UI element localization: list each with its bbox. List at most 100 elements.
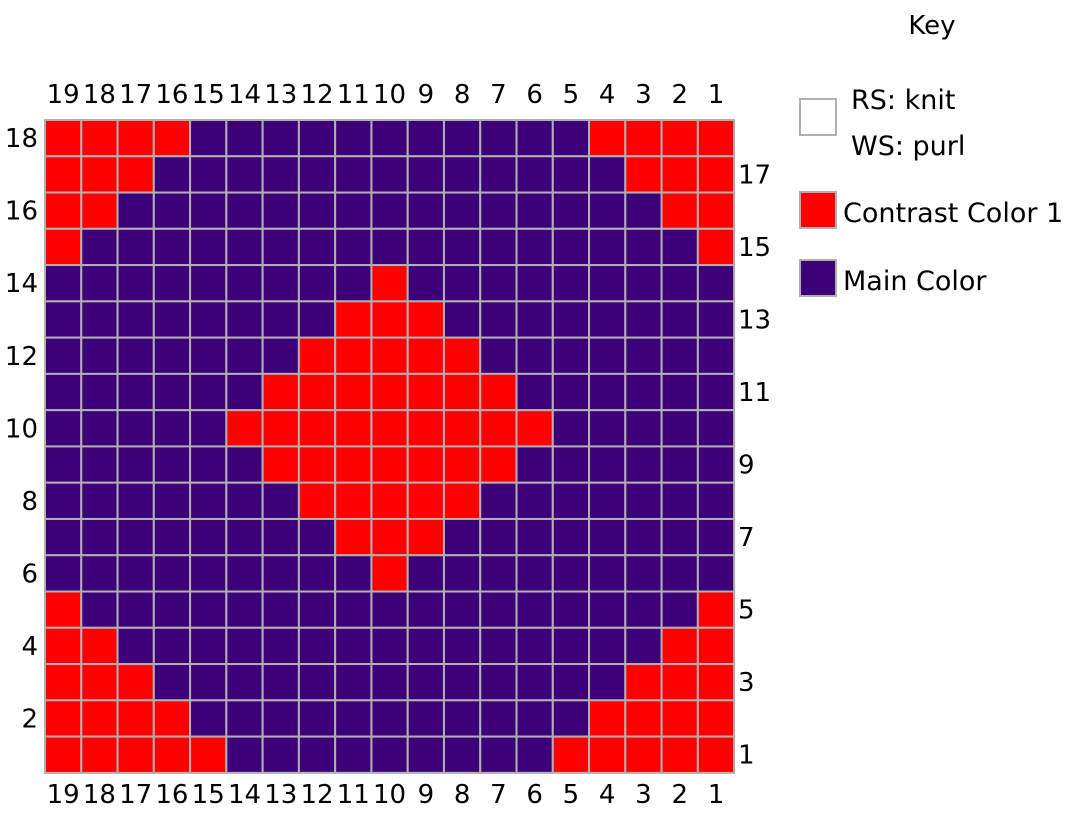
stitch-cell	[116, 119, 155, 158]
stitch-cell	[406, 119, 445, 158]
chart-grid	[44, 119, 736, 774]
stitch-cell	[406, 445, 445, 484]
stitch-cell	[515, 517, 554, 557]
stitch-cell	[261, 336, 300, 375]
stitch-cell	[370, 590, 409, 629]
row-label: 9	[738, 451, 755, 481]
stitch-cell	[660, 227, 699, 267]
stitch-cell	[225, 663, 264, 702]
stitch-cell	[297, 699, 337, 738]
column-label: 5	[563, 780, 580, 810]
stitch-cell	[116, 372, 155, 412]
stitch-cell	[660, 409, 699, 448]
column-label: 4	[599, 80, 616, 110]
stitch-cell	[116, 699, 155, 738]
stitch-cell	[479, 227, 518, 267]
stitch-cell	[515, 445, 554, 484]
key-item-contrast-color: Contrast Color 1	[799, 191, 1063, 229]
stitch-cell	[189, 191, 228, 230]
stitch-cell	[297, 336, 337, 375]
stitch-cell	[80, 300, 119, 339]
stitch-cell	[334, 227, 373, 267]
stitch-cell	[80, 191, 119, 230]
column-label: 3	[635, 780, 652, 810]
stitch-cell	[588, 227, 627, 267]
stitch-cell	[334, 300, 373, 339]
column-label: 16	[155, 780, 188, 810]
stitch-cell	[515, 264, 554, 303]
stitch-cell	[370, 119, 409, 158]
stitch-cell	[370, 372, 409, 412]
stitch-cell	[116, 445, 155, 484]
row-labels-left: 18 16 14 12 10 8 6 4 2	[5, 124, 38, 734]
stitch-cell	[261, 264, 300, 303]
stitch-cell	[624, 264, 663, 303]
stitch-cell	[189, 554, 228, 593]
key-swatch-main-color	[799, 259, 837, 297]
stitch-cell	[44, 735, 83, 774]
stitch-cell	[261, 735, 300, 774]
stitch-cell	[479, 735, 518, 774]
stitch-cell	[44, 626, 83, 666]
stitch-cell	[297, 227, 337, 267]
stitch-cell	[588, 372, 627, 412]
stitch-cell	[297, 590, 337, 629]
stitch-cell	[551, 735, 591, 774]
column-label: 6	[526, 80, 543, 110]
stitch-cell	[551, 663, 591, 702]
row-label: 5	[738, 596, 755, 626]
stitch-cell	[479, 155, 518, 194]
stitch-cell	[80, 409, 119, 448]
stitch-cell	[551, 590, 591, 629]
stitch-cell	[44, 409, 83, 448]
key-title: Key	[908, 11, 955, 41]
column-label: 4	[599, 780, 616, 810]
stitch-cell	[624, 300, 663, 339]
stitch-cell	[696, 155, 736, 194]
key-item-knit-purl: RS: knit WS: purl	[799, 85, 965, 162]
stitch-cell	[515, 372, 554, 412]
column-label: 15	[192, 80, 225, 110]
stitch-cell	[588, 517, 627, 557]
row-label: 12	[5, 342, 38, 372]
stitch-cell	[225, 155, 264, 194]
stitch-cell	[370, 300, 409, 339]
stitch-cell	[225, 372, 264, 412]
stitch-cell	[551, 227, 591, 267]
stitch-cell	[479, 191, 518, 230]
stitch-cell	[297, 409, 337, 448]
stitch-cell	[80, 155, 119, 194]
stitch-cell	[696, 735, 736, 774]
stitch-cell	[334, 481, 373, 520]
stitch-cell	[261, 372, 300, 412]
stitch-cell	[442, 155, 482, 194]
stitch-cell	[406, 409, 445, 448]
column-label: 15	[192, 780, 225, 810]
column-label: 1	[708, 780, 725, 810]
stitch-cell	[189, 155, 228, 194]
stitch-cell	[189, 336, 228, 375]
stitch-cell	[80, 372, 119, 412]
stitch-cell	[624, 699, 663, 738]
stitch-cell	[370, 626, 409, 666]
stitch-cell	[152, 300, 192, 339]
stitch-cell	[660, 481, 699, 520]
stitch-cell	[225, 336, 264, 375]
row-label: 16	[5, 197, 38, 227]
stitch-cell	[80, 227, 119, 267]
column-label: 10	[373, 780, 406, 810]
stitch-cell	[660, 191, 699, 230]
stitch-cell	[189, 517, 228, 557]
stitch-cell	[80, 517, 119, 557]
stitch-cell	[334, 699, 373, 738]
stitch-cell	[80, 119, 119, 158]
stitch-cell	[624, 336, 663, 375]
stitch-cell	[297, 264, 337, 303]
stitch-cell	[370, 699, 409, 738]
stitch-cell	[334, 590, 373, 629]
stitch-cell	[515, 300, 554, 339]
stitch-cell	[370, 554, 409, 593]
stitch-cell	[80, 699, 119, 738]
stitch-cell	[442, 227, 482, 267]
stitch-cell	[515, 663, 554, 702]
